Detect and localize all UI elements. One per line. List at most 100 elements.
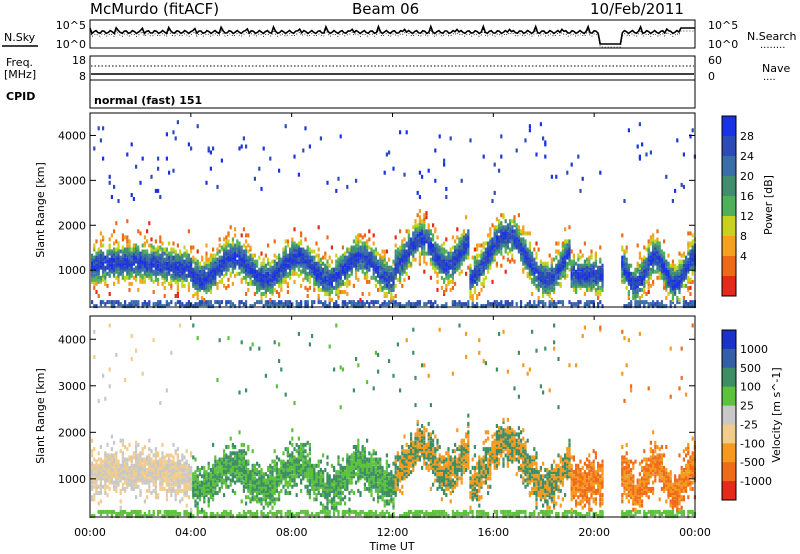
heat-cell bbox=[104, 478, 107, 483]
heat-cell bbox=[108, 243, 111, 248]
heat-cell bbox=[260, 300, 263, 305]
heat-cell bbox=[308, 251, 311, 256]
heat-cell bbox=[548, 290, 551, 294]
heat-cell bbox=[649, 241, 652, 246]
heat-cell bbox=[275, 261, 278, 266]
heat-cell bbox=[236, 243, 239, 248]
heat-cell bbox=[148, 300, 151, 305]
heat-cell bbox=[115, 255, 118, 260]
heat-cell bbox=[555, 279, 558, 284]
heat-cell bbox=[102, 300, 105, 305]
heat-cell bbox=[324, 255, 327, 260]
heat-cell bbox=[247, 261, 250, 266]
heat-cell bbox=[229, 271, 232, 276]
heat-cell bbox=[421, 249, 424, 254]
heat-cell bbox=[229, 247, 232, 252]
heat-cell bbox=[599, 300, 602, 305]
heat-cell bbox=[647, 302, 650, 307]
heat-cell bbox=[583, 279, 586, 284]
heat-cell bbox=[187, 484, 190, 489]
heat-cell bbox=[295, 300, 298, 305]
heat-cell bbox=[302, 261, 305, 266]
heat-cell bbox=[493, 231, 496, 236]
heat-cell bbox=[170, 247, 173, 252]
heat-cell bbox=[132, 251, 135, 256]
heat-cell bbox=[564, 227, 567, 232]
heat-cell bbox=[247, 255, 250, 260]
heat-cell bbox=[126, 480, 129, 485]
heat-cell bbox=[539, 263, 542, 268]
heat-cell bbox=[385, 292, 388, 296]
heat-cell bbox=[99, 275, 102, 280]
heat-cell bbox=[170, 273, 173, 278]
heat-cell bbox=[482, 271, 485, 276]
heat-cell bbox=[566, 239, 569, 244]
heat-cell bbox=[553, 300, 556, 305]
heat-cell bbox=[460, 261, 463, 266]
heat-cell bbox=[484, 275, 487, 280]
heat-cell bbox=[337, 287, 340, 292]
heat-cell bbox=[671, 267, 674, 272]
heat-cell bbox=[454, 281, 457, 286]
heat-cell bbox=[621, 255, 624, 260]
heat-cell bbox=[625, 261, 628, 266]
heat-cell bbox=[328, 300, 331, 305]
heat-cell bbox=[460, 245, 463, 250]
heat-cell bbox=[181, 463, 184, 468]
heat-cell bbox=[306, 271, 309, 276]
heat-cell bbox=[203, 298, 206, 302]
heat-cell bbox=[104, 457, 107, 462]
heat-cell bbox=[313, 275, 316, 280]
heat-cell bbox=[152, 474, 155, 479]
heat-cell bbox=[542, 136, 545, 141]
heat-cell bbox=[231, 261, 234, 266]
heat-cell bbox=[157, 468, 160, 472]
heat-cell bbox=[154, 277, 157, 282]
heat-cell bbox=[207, 146, 210, 151]
heat-cell bbox=[139, 269, 142, 274]
heat-cell bbox=[161, 459, 164, 464]
heat-cell bbox=[113, 241, 116, 246]
heat-cell bbox=[154, 451, 157, 456]
heat-cell bbox=[355, 275, 358, 280]
heat-cell bbox=[460, 251, 463, 256]
heat-cell bbox=[632, 279, 635, 284]
heat-cell bbox=[491, 251, 494, 256]
heat-cell bbox=[192, 476, 195, 481]
heat-cell bbox=[104, 482, 107, 487]
heat-cell bbox=[185, 468, 188, 472]
heat-cell bbox=[146, 470, 149, 475]
heat-cell bbox=[275, 302, 278, 307]
heat-cell bbox=[500, 241, 503, 246]
heat-cell bbox=[132, 451, 135, 456]
heat-cell bbox=[148, 459, 151, 464]
heat-cell bbox=[95, 476, 98, 481]
heat-cell bbox=[599, 271, 602, 276]
heat-cell bbox=[152, 468, 155, 472]
heat-cell bbox=[141, 261, 144, 266]
heat-cell bbox=[377, 261, 380, 266]
heat-cell bbox=[126, 304, 129, 309]
heat-cell bbox=[403, 237, 406, 242]
heat-cell bbox=[176, 261, 179, 266]
heat-cell bbox=[671, 199, 674, 203]
heat-cell bbox=[324, 251, 327, 256]
heat-cell bbox=[632, 275, 635, 280]
heat-cell bbox=[531, 292, 534, 296]
heat-cell bbox=[326, 271, 329, 276]
heat-cell bbox=[462, 231, 465, 236]
heat-cell bbox=[460, 241, 463, 246]
heat-cell bbox=[429, 257, 432, 262]
heat-cell bbox=[357, 277, 360, 282]
heat-cell bbox=[161, 273, 164, 278]
heat-cell bbox=[102, 463, 105, 468]
heat-cell bbox=[487, 251, 490, 256]
heat-cell bbox=[130, 455, 133, 460]
heat-cell bbox=[392, 296, 395, 300]
heat-cell bbox=[172, 482, 175, 487]
heat-cell bbox=[355, 239, 358, 244]
heat-cell bbox=[311, 255, 314, 260]
heat-cell bbox=[495, 225, 498, 230]
heat-cell bbox=[247, 287, 250, 292]
heat-cell bbox=[97, 501, 100, 506]
